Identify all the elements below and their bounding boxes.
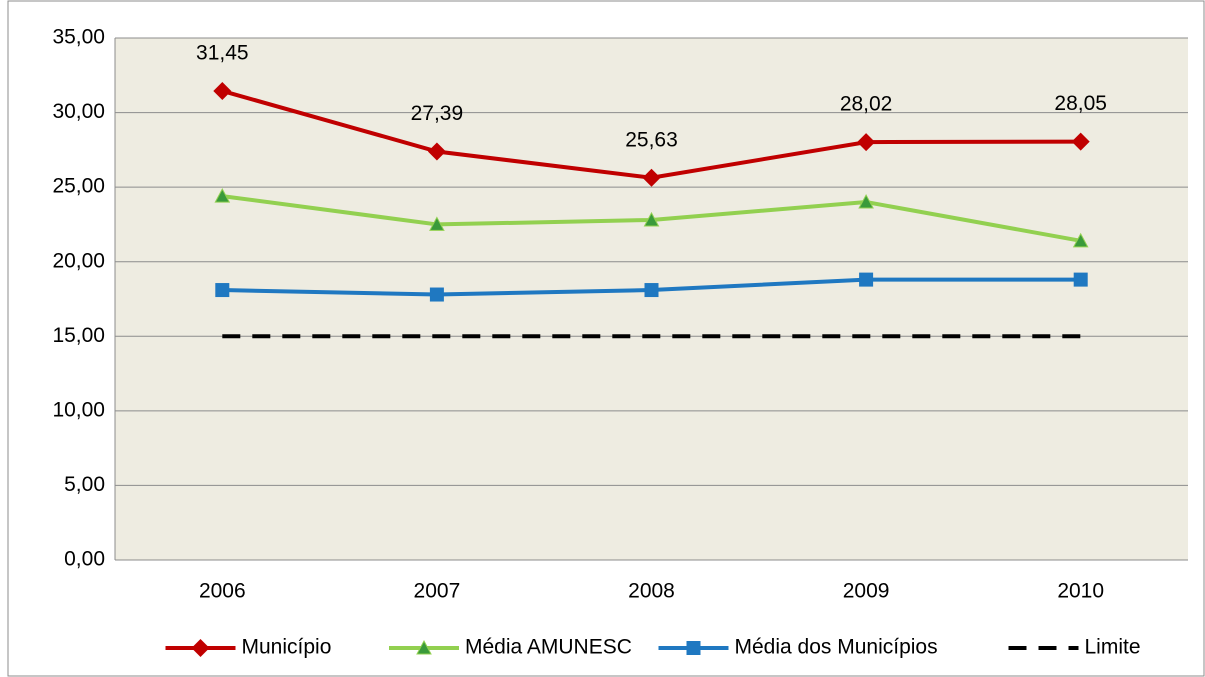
marker [429, 287, 444, 302]
legend-label: Média dos Municípios [735, 636, 938, 659]
legend-item: Média AMUNESC [389, 636, 632, 659]
legend-label: Média AMUNESC [465, 636, 632, 659]
marker [1073, 272, 1088, 287]
marker [642, 168, 661, 187]
legend-item: Média dos Municípios [658, 636, 938, 659]
marker [215, 283, 230, 298]
marker [214, 188, 231, 203]
y-tick-label: 20,00 [52, 249, 105, 272]
y-tick-label: 15,00 [52, 324, 105, 347]
y-tick-label: 30,00 [52, 100, 105, 123]
marker [191, 639, 210, 657]
marker [686, 641, 701, 655]
x-tick-label: 2010 [1057, 580, 1104, 603]
data-label: 27,39 [411, 102, 464, 125]
y-tick-label: 10,00 [52, 398, 105, 421]
y-tick-label: 35,00 [52, 26, 105, 49]
data-label: 25,63 [625, 128, 678, 151]
data-label: 28,05 [1054, 92, 1107, 115]
legend-item: Limite [1008, 636, 1141, 659]
marker [213, 81, 232, 100]
marker [429, 216, 445, 231]
marker [644, 283, 659, 298]
plot-area [115, 38, 1188, 560]
x-tick-label: 2008 [628, 580, 675, 603]
marker [1071, 132, 1090, 151]
x-tick-label: 2009 [843, 580, 890, 603]
y-tick-label: 25,00 [52, 175, 105, 198]
y-tick-label: 5,00 [64, 473, 105, 496]
legend-item: Município [165, 636, 332, 659]
marker [859, 272, 874, 287]
marker [857, 133, 876, 152]
legend-label: Limite [1085, 636, 1141, 659]
marker [858, 194, 874, 209]
marker [416, 639, 432, 655]
data-label: 28,02 [840, 93, 893, 116]
data-label: 31,45 [196, 41, 249, 64]
y-tick-label: 0,00 [64, 548, 105, 571]
marker [643, 211, 660, 227]
legend-label: Município [242, 636, 332, 659]
marker [427, 142, 446, 161]
x-tick-label: 2007 [414, 580, 461, 603]
x-tick-label: 2006 [199, 580, 246, 603]
marker [1072, 232, 1089, 248]
